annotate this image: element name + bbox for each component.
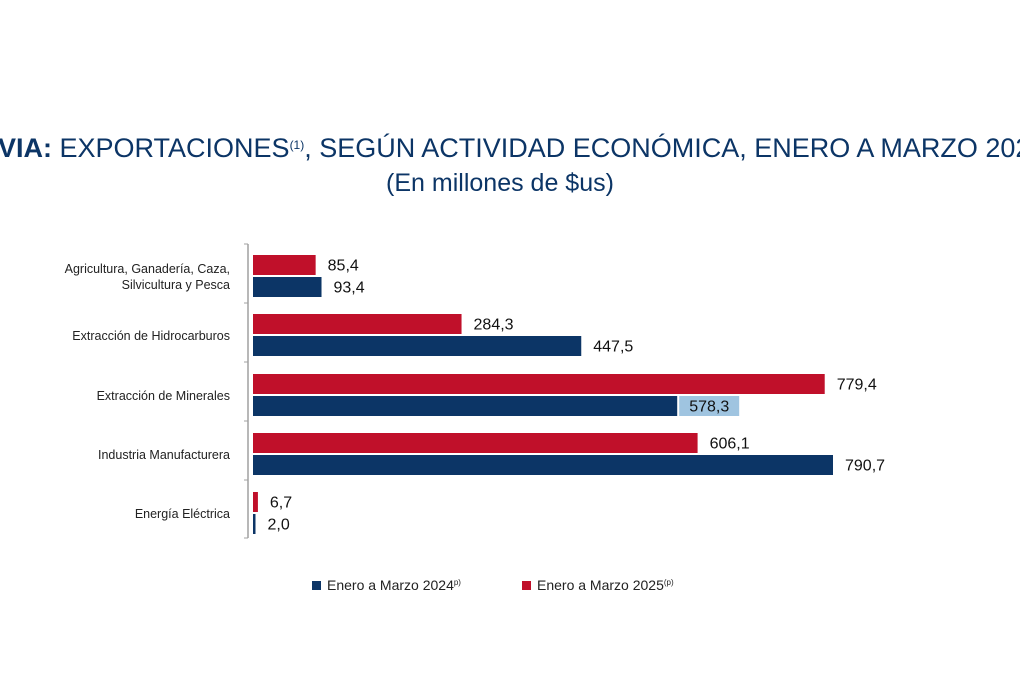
- legend-item-2024: Enero a Marzo 2024p): [312, 577, 461, 593]
- bar-2024: [253, 277, 322, 297]
- bar-2024: [253, 514, 256, 534]
- category-label: Agricultura, Ganadería, Caza,: [65, 262, 230, 276]
- title-footnote: (1): [289, 138, 305, 152]
- bar-2025: [253, 374, 825, 394]
- data-label: 578,3: [689, 399, 729, 416]
- legend-item-2025: Enero a Marzo 2025(p): [522, 577, 674, 593]
- bar-2025: [253, 314, 462, 334]
- bar-2024: [253, 336, 582, 356]
- category-label: Industria Manufacturera: [98, 448, 230, 462]
- category-label: Silvicultura y Pesca: [122, 278, 230, 292]
- legend: Enero a Marzo 2024p) Enero a Marzo 2025(…: [0, 577, 1020, 601]
- category-label: Energía Eléctrica: [135, 507, 230, 521]
- data-label: 790,7: [845, 458, 885, 475]
- bar-2025: [253, 492, 258, 512]
- bar-2024: [253, 396, 678, 416]
- category-label: Extracción de Minerales: [97, 389, 230, 403]
- bar-2025: [253, 255, 316, 275]
- title-main: EXPORTACIONES: [52, 133, 290, 163]
- data-label: 779,4: [837, 377, 877, 394]
- legend-swatch-2024: [312, 580, 321, 590]
- data-label: 85,4: [328, 258, 359, 275]
- bar-2025: [253, 433, 698, 453]
- title-bold: VIA:: [0, 133, 52, 163]
- data-label: 606,1: [710, 436, 750, 453]
- chart-subtitle: (En millones de $us): [386, 169, 614, 197]
- data-label: 6,7: [270, 495, 292, 512]
- data-label: 284,3: [474, 317, 514, 334]
- data-label: 93,4: [334, 280, 365, 297]
- chart-title: VIA: EXPORTACIONES(1), SEGÚN ACTIVIDAD E…: [0, 128, 1020, 168]
- data-label: 2,0: [268, 517, 290, 534]
- label-highlight: [679, 396, 740, 416]
- title-rest: , SEGÚN ACTIVIDAD ECONÓMICA, ENERO A MAR…: [304, 133, 1020, 163]
- bar-2024: [253, 455, 833, 475]
- data-label: 447,5: [593, 339, 633, 356]
- legend-swatch-2025: [522, 580, 531, 590]
- category-label: Extracción de Hidrocarburos: [72, 329, 230, 343]
- legend-label-2024: Enero a Marzo 2024p): [327, 577, 461, 593]
- legend-label-2025: Enero a Marzo 2025(p): [537, 577, 674, 593]
